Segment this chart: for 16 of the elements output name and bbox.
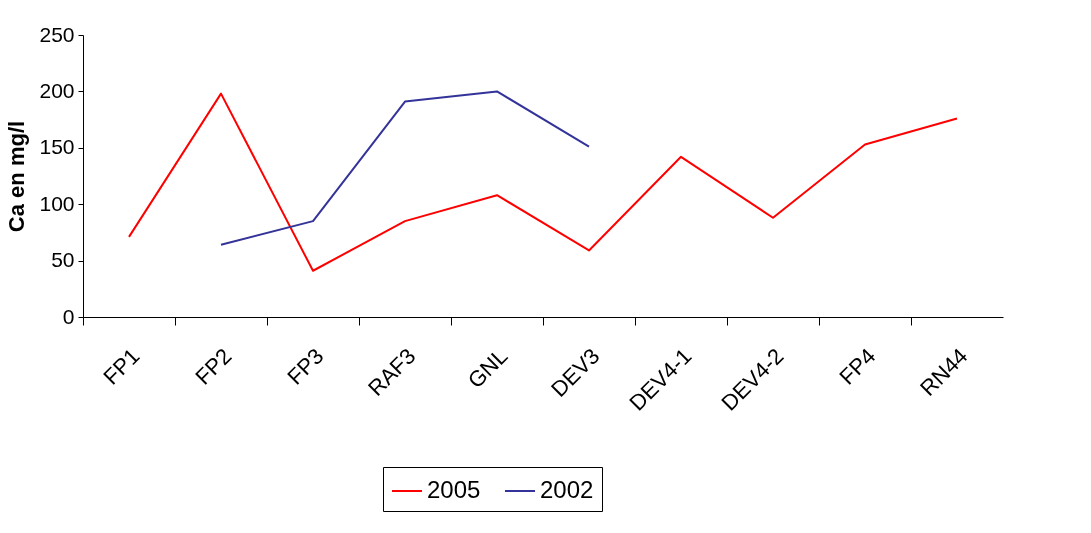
x-tick-label: FP2 — [190, 343, 237, 390]
x-tick-label: FP4 — [834, 343, 881, 390]
legend-label: 2005 — [427, 476, 481, 503]
y-tick-label: 100 — [39, 191, 75, 215]
y-tick-label: 50 — [51, 248, 75, 272]
y-tick-label: 200 — [39, 78, 75, 102]
x-tick-label: FP1 — [98, 343, 145, 390]
y-tick-label: 150 — [39, 135, 75, 159]
line-series — [220, 90, 590, 246]
y-axis-title: Ca en mg/l — [4, 120, 30, 233]
line-series — [128, 92, 958, 272]
legend-label: 2002 — [540, 476, 594, 503]
x-tick-label: GNL — [462, 343, 513, 394]
y-tick-label: 250 — [39, 22, 75, 46]
x-tick-label: FP3 — [282, 343, 329, 390]
y-tick-label: 0 — [62, 304, 75, 328]
